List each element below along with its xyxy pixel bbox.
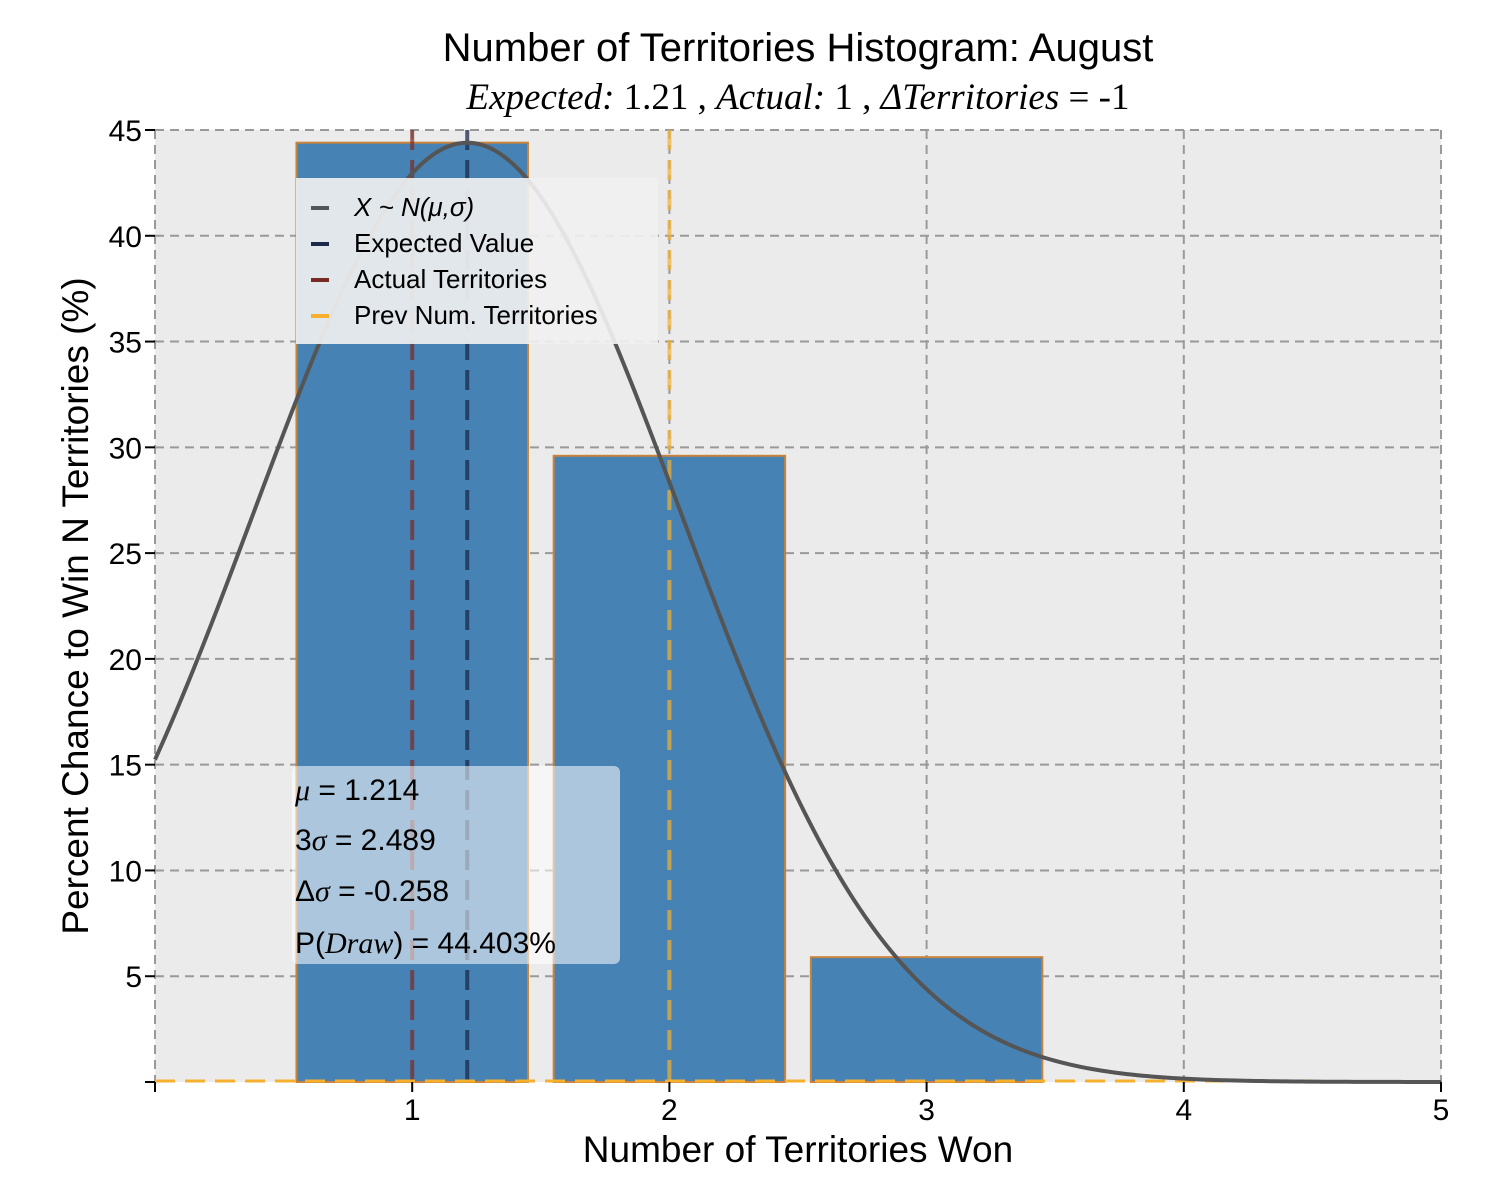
x-axis-ticks: 1 2 3 4 5 bbox=[154, 1082, 1450, 1127]
x-tick-label-1: 1 bbox=[404, 1094, 421, 1127]
legend-label-actual: Actual Territories bbox=[354, 264, 547, 294]
subtitle-delta-value: -1 bbox=[1099, 77, 1130, 118]
y-axis-label: Percent Chance to Win N Territories (%) bbox=[55, 277, 96, 934]
subtitle-actual-value: 1 bbox=[834, 77, 853, 118]
legend-box bbox=[296, 178, 658, 344]
subtitle-expected-label: Expected: bbox=[466, 77, 615, 118]
y-tick-label-30: 30 bbox=[109, 432, 142, 465]
chart-title: Number of Territories Histogram: August bbox=[443, 26, 1154, 70]
legend-label-expected: Expected Value bbox=[354, 228, 534, 258]
x-axis-label: Number of Territories Won bbox=[583, 1129, 1013, 1170]
legend-label-normal: X ~ N(μ,σ) bbox=[353, 192, 474, 222]
stats-box: μ = 1.214 3σ = 2.489 Δσ = -0.258 P(Draw)… bbox=[292, 766, 620, 964]
y-tick-label-35: 35 bbox=[109, 327, 142, 360]
subtitle-expected-value: 1.21 bbox=[624, 77, 689, 118]
legend-label-prev: Prev Num. Territories bbox=[354, 300, 598, 330]
y-tick-label-15: 15 bbox=[109, 750, 142, 783]
x-tick-label-2: 2 bbox=[661, 1094, 678, 1127]
subtitle-actual-label: Actual: bbox=[713, 77, 825, 118]
y-tick-label-5: 5 bbox=[125, 961, 142, 994]
y-tick-label-20: 20 bbox=[109, 644, 142, 677]
y-tick-label-25: 25 bbox=[109, 538, 142, 571]
y-axis-ticks: 5 10 15 20 25 30 35 40 45 bbox=[109, 115, 155, 1083]
x-tick-label-3: 3 bbox=[918, 1094, 935, 1127]
stat-delta-sigma: Δσ = -0.258 bbox=[295, 875, 449, 908]
stat-mu: μ = 1.214 bbox=[294, 774, 419, 807]
stat-3sigma: 3σ = 2.489 bbox=[295, 824, 436, 857]
chart-subtitle: Expected: 1.21 , Actual: 1 , ΔTerritorie… bbox=[466, 77, 1130, 118]
x-tick-label-4: 4 bbox=[1175, 1094, 1192, 1127]
y-tick-label-45: 45 bbox=[109, 115, 142, 148]
y-tick-label-10: 10 bbox=[109, 855, 142, 888]
legend: X ~ N(μ,σ) Expected Value Actual Territo… bbox=[296, 178, 658, 344]
y-tick-label-40: 40 bbox=[109, 221, 142, 254]
stat-p-draw: P(Draw) = 44.403% bbox=[295, 927, 556, 960]
stats-box-background bbox=[292, 766, 620, 964]
subtitle-delta-label: ΔTerritories bbox=[879, 77, 1060, 118]
x-tick-label-5: 5 bbox=[1433, 1094, 1450, 1127]
bar-3 bbox=[809, 956, 1044, 1084]
